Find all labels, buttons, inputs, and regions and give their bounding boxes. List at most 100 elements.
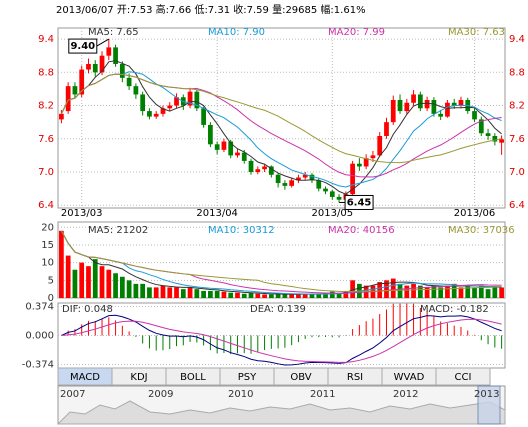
volume-bar (201, 290, 206, 298)
candle-body (438, 113, 444, 117)
volume-bar (289, 294, 295, 298)
candle-body (72, 86, 78, 95)
volume-bar (323, 292, 328, 298)
candle-body (357, 163, 362, 167)
indicator-tab-label: KDJ (130, 372, 147, 383)
volume-bar (99, 266, 105, 298)
volume-bar (350, 280, 355, 298)
timeline-overview (56, 400, 506, 425)
candle-body (397, 100, 403, 112)
annotation-box (344, 194, 374, 210)
indicator-tab-label: BOLL (180, 372, 206, 383)
candle-body (65, 86, 71, 112)
volume-bar (472, 287, 477, 298)
volume-bar (106, 269, 112, 298)
x-tick-label: 2013/04 (196, 208, 238, 219)
indicator-tab-label: MACD (70, 372, 100, 383)
x-tick-label: 2013/05 (312, 208, 354, 219)
timeline-year: 2009 (148, 389, 173, 400)
candle-body (86, 64, 91, 70)
candle-body (214, 144, 220, 150)
candle-body (492, 136, 498, 142)
volume-ma-line (60, 230, 502, 293)
volume-bar (309, 294, 315, 298)
volume-bar (214, 290, 220, 298)
volume-bar (302, 293, 308, 298)
x-tick-label: 2013/03 (61, 208, 103, 219)
y-tick-label: 10 (41, 258, 54, 269)
timeline-year: 2007 (60, 389, 85, 400)
candle-body (119, 64, 125, 78)
volume-bar (485, 289, 491, 298)
y-tick-label: 8.2 (38, 101, 54, 112)
candle-body (309, 174, 315, 181)
candle-body (228, 141, 234, 156)
volume-bar (255, 293, 261, 298)
ma-legend: MA10: 7.90 (208, 27, 265, 38)
candle-body (59, 113, 64, 120)
volume-bar (478, 285, 484, 298)
y-tick-label: 5 (48, 275, 54, 286)
annotation-label: 9.40 (70, 41, 95, 52)
volume-bar (499, 287, 504, 298)
volume-bar (208, 290, 213, 298)
candle-body (99, 55, 105, 73)
y-tick-label: 0 (48, 293, 54, 304)
volume-bar (336, 293, 342, 298)
volume-bar (228, 292, 234, 298)
indicator-tab-label: RSI (347, 372, 363, 383)
volume-bar (424, 287, 430, 298)
annotation-label: 6.45 (347, 197, 372, 208)
macd-legend: DEA: 0.139 (250, 304, 306, 315)
indicator-tab[interactable] (435, 367, 491, 386)
timeline-year: 2010 (228, 389, 253, 400)
candle-body (201, 108, 206, 125)
y-tick-label: 0.000 (25, 331, 54, 342)
volume-bar (187, 287, 193, 298)
candle-body (323, 188, 328, 192)
volume-bar (329, 291, 335, 298)
volume-bar (86, 266, 91, 298)
volume-bar (113, 273, 118, 298)
candle-body (458, 100, 464, 106)
candle-body (262, 166, 267, 170)
volume-bar (167, 287, 173, 298)
x-tick-label: 2013/06 (454, 208, 496, 219)
candle-body (472, 111, 477, 120)
indicator-tab-label: CCI (455, 372, 472, 383)
candle-body (160, 108, 166, 114)
y-tick-label-right: 9.4 (509, 34, 525, 45)
volume-bar (221, 291, 227, 298)
ma-line (60, 73, 502, 164)
macd-legend: DIF: 0.048 (62, 304, 113, 315)
y-tick-label: 9.4 (38, 34, 54, 45)
candle-body (485, 133, 491, 136)
candle-body (336, 196, 342, 200)
candle-body (221, 141, 227, 150)
indicator-tab-label: OBV (290, 372, 311, 383)
volume-ma-legend: MA5: 21202 (88, 225, 148, 236)
volume-ma-line (60, 230, 502, 295)
candle-body (404, 102, 410, 112)
volume-frame (57, 221, 506, 299)
indicator-tab-label: WVAD (394, 372, 425, 383)
volume-bar (153, 287, 159, 298)
volume-bar (411, 283, 416, 298)
candle-body (241, 152, 247, 161)
y-tick-label-right: 6.4 (509, 200, 525, 211)
timeline-year: 2013 (474, 389, 499, 400)
candle-body (187, 91, 193, 106)
candle-body (478, 119, 484, 134)
ma-line (60, 71, 502, 188)
volume-bar (262, 294, 267, 298)
volume-bar (417, 285, 423, 298)
annotation-box (68, 38, 98, 54)
ma-legend: MA20: 7.99 (328, 27, 385, 38)
volume-bar (438, 287, 444, 298)
candle-body (79, 69, 85, 95)
y-tick-label: 8.8 (38, 67, 54, 78)
timeline-selector[interactable] (477, 385, 501, 425)
volume-bar (404, 285, 410, 298)
volume-bar (275, 294, 281, 298)
